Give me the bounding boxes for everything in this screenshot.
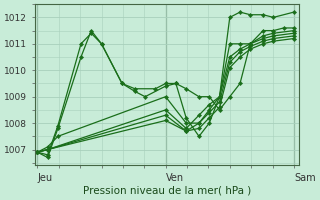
X-axis label: Pression niveau de la mer( hPa ): Pression niveau de la mer( hPa ) bbox=[83, 186, 251, 196]
